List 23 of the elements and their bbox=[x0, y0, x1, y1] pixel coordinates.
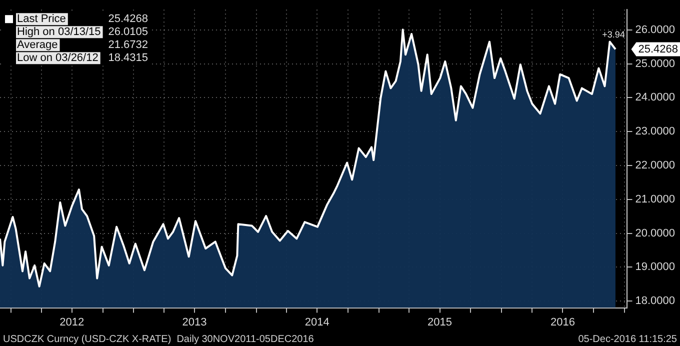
y-tick-label: 19.0000 bbox=[635, 261, 676, 274]
x-tick-label: 2014 bbox=[304, 316, 330, 328]
legend-label: Last Price bbox=[17, 13, 66, 26]
y-tick-label: 26.0000 bbox=[635, 24, 676, 36]
text: 25.4268 bbox=[638, 43, 678, 56]
y-tick-label: 24.0000 bbox=[635, 92, 676, 104]
text: Average 21.6732 bbox=[17, 39, 148, 52]
x-tick-label: 2015 bbox=[428, 316, 452, 328]
text: 05-Dec-2016 11:15:25 bbox=[578, 334, 678, 345]
annotation: Low on 03/26/12 18.4315 bbox=[17, 52, 148, 64]
x-tick-label: 2012 bbox=[60, 316, 84, 328]
y-tick-label: 20.0000 bbox=[635, 227, 676, 240]
annotation: High on 03/13/15 26.0105 bbox=[17, 26, 148, 38]
y-tick-label: 23.0000 bbox=[635, 126, 676, 138]
y-tick-label: 18.0000 bbox=[635, 295, 676, 308]
y-tick-label: 22.0000 bbox=[635, 160, 676, 172]
annotation: +3.94 bbox=[602, 30, 625, 40]
y-tick-label: 21.0000 bbox=[635, 193, 676, 206]
text: USDCZK Curncy (USD-CZK X-RATE) Daily 30NOV2011-05DEC2016 bbox=[3, 334, 314, 345]
x-tick-label: 2013 bbox=[182, 316, 207, 328]
annotation: 25.4268 bbox=[108, 13, 148, 26]
x-tick-label: 2016 bbox=[550, 316, 575, 328]
y-tick-label: 25.0000 bbox=[635, 58, 676, 70]
